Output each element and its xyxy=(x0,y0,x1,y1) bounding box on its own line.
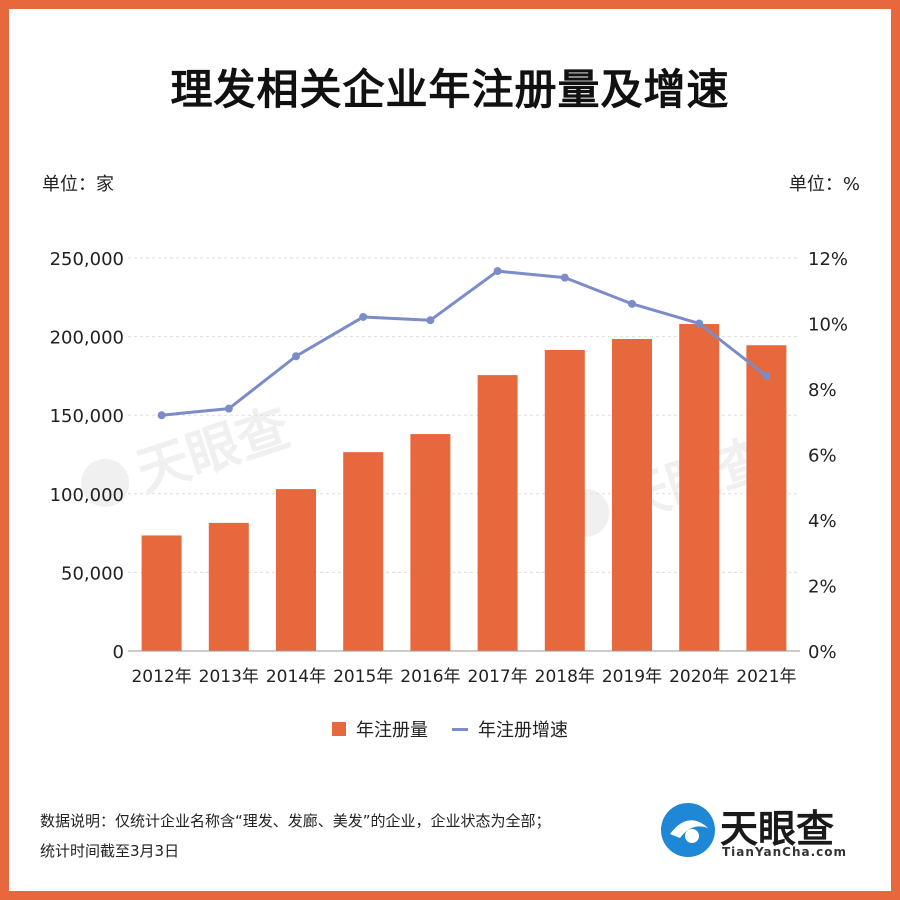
growth-point xyxy=(292,352,300,361)
bar xyxy=(544,349,585,651)
data-note: 数据说明：仅统计企业名称含“理发、发廊、美发”的企业，企业状态为全部； 统计时间… xyxy=(40,806,551,866)
left-axis-tick-label: 250,000 xyxy=(50,249,124,270)
growth-point xyxy=(426,316,435,325)
right-axis-tick-label: 12% xyxy=(808,249,848,270)
growth-point xyxy=(628,299,636,308)
legend-item-bar: 年注册量 xyxy=(332,716,428,742)
legend-line-swatch xyxy=(452,727,468,731)
left-axis-tick-label: 150,000 xyxy=(50,406,124,427)
left-axis-tick-label: 200,000 xyxy=(50,328,124,349)
right-axis-unit: 单位：% xyxy=(788,174,860,195)
bar xyxy=(679,324,720,651)
x-axis-tick-label: 2013年 xyxy=(199,667,259,687)
bars-group xyxy=(141,324,787,651)
bar xyxy=(477,375,518,651)
right-axis-ticks: 0% 2% 4% 6% 8% 10% 12% xyxy=(808,249,848,663)
left-axis-tick-label: 0 xyxy=(113,642,124,663)
legend-bar-label: 年注册量 xyxy=(356,720,428,741)
growth-point xyxy=(762,371,771,380)
legend: 年注册量 年注册增速 xyxy=(0,716,900,742)
bar xyxy=(141,535,182,651)
right-axis-tick-label: 10% xyxy=(808,315,848,336)
growth-point xyxy=(359,312,368,321)
x-axis-tick-label: 2012年 xyxy=(131,667,191,687)
x-axis-tick-label: 2017年 xyxy=(467,667,527,687)
legend-item-line: 年注册增速 xyxy=(452,716,568,742)
right-axis-tick-label: 2% xyxy=(808,577,837,598)
data-note-line-1: 数据说明：仅统计企业名称含“理发、发廊、美发”的企业，企业状态为全部； xyxy=(40,812,551,830)
chart-title: 理发相关企业年注册量及增速 xyxy=(170,65,730,114)
x-axis-tick-label: 2018年 xyxy=(535,667,595,687)
svg-text:天眼查: 天眼查 xyxy=(130,398,297,503)
growth-point xyxy=(224,404,233,413)
legend-line-label: 年注册增速 xyxy=(478,720,568,741)
bar xyxy=(276,489,316,651)
x-axis-tick-label: 2020年 xyxy=(669,667,729,687)
legend-bar-swatch xyxy=(332,722,346,736)
growth-line xyxy=(161,269,768,417)
right-axis-tick-label: 6% xyxy=(808,446,837,467)
growth-point xyxy=(560,273,569,282)
right-axis-tick-label: 0% xyxy=(808,642,837,663)
bar xyxy=(208,522,249,651)
x-axis-tick-label: 2014年 xyxy=(266,667,326,687)
x-axis-tick-label: 2021年 xyxy=(736,667,796,687)
eye-logo-icon xyxy=(661,803,715,857)
growth-point xyxy=(493,267,502,276)
left-axis-ticks: 0 50,000 100,000 150,000 200,000 250,000 xyxy=(50,249,124,663)
logo-name: 天眼查 xyxy=(720,807,835,851)
growth-line-group xyxy=(157,267,771,420)
bar xyxy=(612,338,652,651)
growth-point xyxy=(695,319,704,328)
bar xyxy=(410,434,451,651)
x-axis-tick-label: 2015年 xyxy=(333,667,393,687)
x-axis-tick-label: 2016年 xyxy=(400,667,460,687)
x-axis-tick-label: 2019年 xyxy=(602,667,662,687)
bar xyxy=(746,345,787,651)
growth-point xyxy=(157,411,166,420)
data-note-line-2: 统计时间截至3月3日 xyxy=(40,842,180,860)
left-axis-unit: 单位：家 xyxy=(42,174,114,195)
x-axis-ticks: 2012年 2013年 2014年 2015年 2016年 2017年 2018年 2019年… xyxy=(131,667,796,687)
watermark-right: 天眼查 xyxy=(561,428,777,537)
logo-url: TianYanCha.com xyxy=(722,845,848,859)
right-axis-tick-label: 4% xyxy=(808,511,837,532)
right-axis-tick-label: 8% xyxy=(808,380,837,401)
left-axis-tick-label: 100,000 xyxy=(50,485,124,506)
tianyancha-logo xyxy=(661,803,715,857)
left-axis-tick-label: 50,000 xyxy=(61,563,124,584)
bar xyxy=(343,452,384,651)
